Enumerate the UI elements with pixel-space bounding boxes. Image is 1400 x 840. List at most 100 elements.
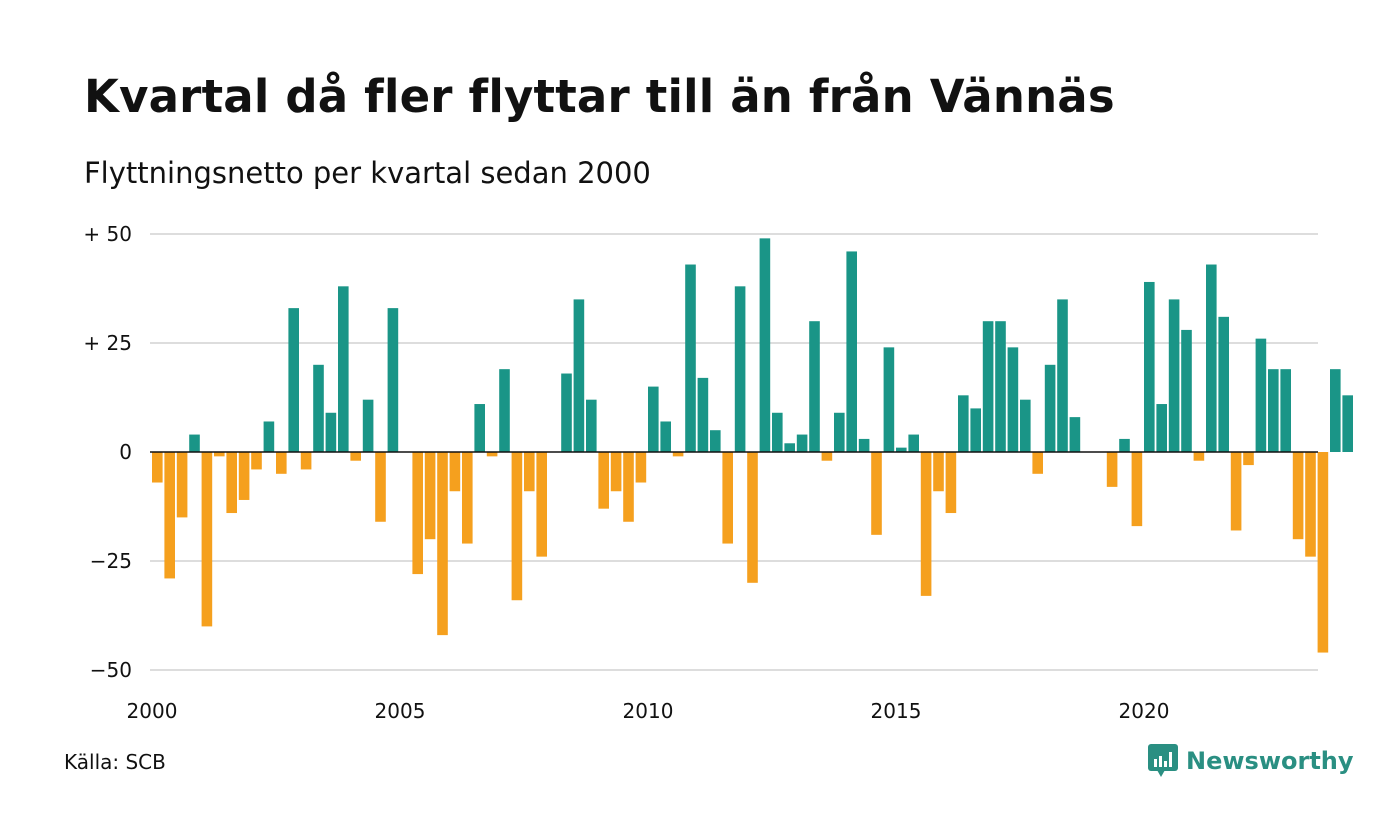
bar (945, 452, 957, 514)
bar (1268, 369, 1279, 452)
bar (536, 452, 547, 557)
brand-name: Newsworthy (1186, 747, 1354, 775)
bar (1280, 369, 1291, 452)
bar (672, 452, 684, 457)
bar (796, 434, 808, 452)
bar (189, 434, 200, 452)
grid-lines (150, 233, 1318, 671)
bar (1181, 329, 1192, 452)
bar (834, 412, 845, 452)
bar (958, 395, 969, 452)
bar (759, 238, 771, 452)
bar (982, 321, 994, 452)
bar (238, 452, 250, 500)
bar (424, 452, 436, 540)
bar (1218, 316, 1229, 452)
bar (586, 399, 597, 452)
bar (710, 430, 721, 452)
y-axis-labels: + 50 + 25 0 −25 −50 (83, 222, 132, 682)
bar (660, 421, 671, 452)
bar (338, 286, 349, 452)
bar (1106, 452, 1118, 487)
bar (1020, 399, 1031, 452)
bar (734, 286, 746, 452)
bar (300, 452, 312, 470)
bar (908, 434, 919, 452)
bar (152, 452, 163, 483)
bar (201, 452, 213, 627)
bar (1243, 452, 1254, 466)
bar (1305, 452, 1316, 557)
y-tick-label: 0 (119, 440, 132, 464)
bar (573, 299, 585, 452)
bar (1044, 364, 1056, 452)
bar (561, 373, 572, 452)
x-tick-label: 2015 (871, 699, 922, 723)
bar (276, 452, 287, 474)
bar (648, 386, 659, 452)
bar (598, 452, 609, 509)
bar (1131, 452, 1143, 527)
bar (610, 452, 622, 492)
bar (1317, 452, 1329, 653)
bar (635, 452, 647, 483)
y-tick-label: + 25 (83, 331, 132, 355)
bar (821, 452, 833, 461)
bar (437, 452, 448, 636)
source-note: Källa: SCB (64, 750, 166, 774)
bar (164, 452, 175, 579)
bar (685, 264, 696, 452)
bar (1007, 347, 1019, 452)
bar (313, 364, 324, 452)
bar (1168, 299, 1180, 452)
bar (1119, 438, 1130, 452)
bar (251, 452, 262, 470)
x-tick-label: 2020 (1119, 699, 1170, 723)
bar (1057, 299, 1068, 452)
bar (995, 321, 1006, 452)
bar (883, 347, 895, 452)
bars (152, 238, 1353, 653)
x-tick-label: 2000 (127, 699, 178, 723)
bar (449, 452, 461, 492)
chart-subtitle: Flyttningsnetto per kvartal sedan 2000 (84, 156, 651, 190)
newsworthy-logo: Newsworthy (1148, 744, 1354, 778)
bar (350, 452, 361, 461)
bar (920, 452, 932, 596)
bar (375, 452, 386, 522)
bar (499, 369, 510, 452)
bar (511, 452, 523, 601)
x-tick-label: 2005 (375, 699, 426, 723)
bar (896, 447, 907, 452)
bar (263, 421, 275, 452)
bar (1069, 417, 1081, 452)
bar (871, 452, 882, 535)
bar (486, 452, 498, 457)
bar (846, 251, 857, 452)
bar (784, 443, 795, 452)
y-tick-label: −25 (90, 549, 132, 573)
bar (1156, 404, 1167, 452)
bar (1032, 452, 1043, 474)
bar (858, 438, 870, 452)
bar (747, 452, 758, 583)
bar (226, 452, 237, 514)
bar (1292, 452, 1304, 540)
bar (288, 308, 299, 452)
bar (809, 321, 820, 452)
bar (1206, 264, 1217, 452)
bar (722, 452, 733, 544)
bar (412, 452, 423, 575)
bar (623, 452, 634, 522)
bar (362, 399, 374, 452)
bar (325, 412, 337, 452)
bar (462, 452, 473, 544)
bar (1230, 452, 1242, 531)
bar (933, 452, 944, 492)
bar (214, 452, 225, 457)
bar (1193, 452, 1205, 461)
bar (772, 412, 783, 452)
bar (474, 404, 485, 452)
y-tick-label: + 50 (83, 222, 132, 246)
bar (1255, 338, 1267, 452)
